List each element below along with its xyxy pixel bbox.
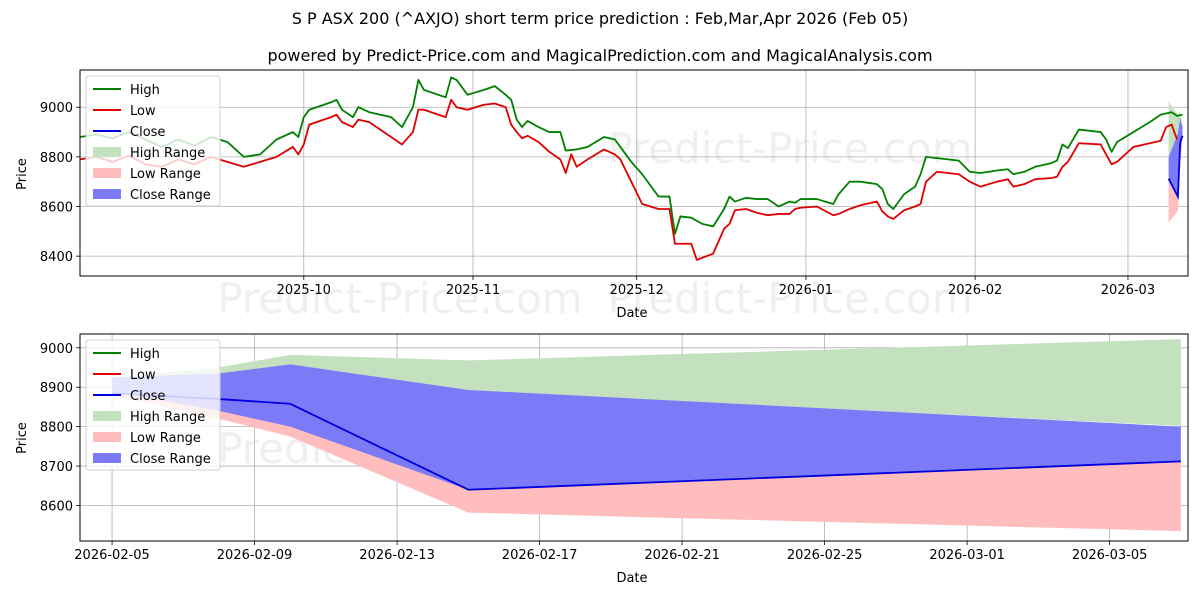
x-tick-label: 2026-03: [1101, 283, 1155, 298]
watermark: Predict-Price.com: [607, 124, 972, 173]
grid: [80, 70, 1188, 276]
x-tick-label: 2026-02-17: [502, 548, 578, 563]
legend-label-low: Low: [130, 104, 156, 119]
close-line: [1167, 135, 1184, 200]
prediction-chart: Predict-Price.com Predict-Price.com 2026…: [15, 333, 1189, 586]
y-tick-label: 8600: [40, 500, 73, 515]
y-tick-label: 8400: [40, 250, 73, 265]
chart-title: S P ASX 200 (^AXJO) short term price pre…: [291, 9, 909, 28]
legend-swatch-high-range: [93, 147, 121, 157]
low-range-band: [1168, 130, 1183, 223]
close-range-band: [1168, 117, 1183, 197]
chart-subtitle: powered by Predict-Price.com and Magical…: [267, 46, 933, 65]
x-tick-label: 2026-03-01: [929, 548, 1005, 563]
low-range-band: [112, 385, 1181, 532]
legend-label-high-range: High Range: [130, 146, 205, 161]
high-line: [80, 76, 1183, 235]
x-tick-label: 2026-02-13: [359, 548, 435, 563]
legend-label-close: Close: [130, 125, 165, 140]
x-axis-label: Date: [616, 306, 647, 321]
series-lines: [80, 76, 1184, 261]
x-tick-label: 2026-02-25: [787, 548, 863, 563]
legend-swatch-high-range: [93, 411, 121, 421]
x-tick-label: 2025-12: [610, 283, 664, 298]
legend-label-high: High: [130, 83, 160, 98]
x-tick-label: 2026-02-21: [644, 548, 720, 563]
watermark: Predict-Price.com: [217, 124, 582, 173]
legend-label-close: Close: [130, 389, 165, 404]
legend-label-low: Low: [130, 368, 156, 383]
legend-swatch-low-range: [93, 432, 121, 442]
y-axis-label: Price: [15, 158, 30, 190]
legend-label-low-range: Low Range: [130, 431, 201, 446]
legend-label-close-range: Close Range: [130, 452, 211, 467]
x-axis: 2025-10 2025-11 2025-12 2026-01 2026-02 2026-…: [277, 276, 1155, 298]
y-tick-label: 8900: [40, 381, 73, 396]
y-axis: 8400 8600 8800 9000: [40, 101, 80, 265]
range-fills: [112, 339, 1181, 532]
plot-frame: [79, 69, 1189, 277]
legend-label-high: High: [130, 347, 160, 362]
y-tick-label: 8800: [40, 151, 73, 166]
range-fills: [1168, 101, 1183, 223]
legend-swatch-low-range: [93, 168, 121, 178]
historical-chart: Predict-Price.com Predict-Price.com Pred…: [15, 69, 1189, 323]
watermark: Predict-Price.com: [607, 274, 972, 323]
high-range-band: [112, 339, 1181, 426]
x-tick-label: 2025-10: [277, 283, 331, 298]
x-tick-label: 2026-01: [779, 283, 833, 298]
legend: High Low Close High Range Low Range Close Ran…: [85, 75, 221, 207]
watermark: Predict-Price.com: [217, 274, 582, 323]
x-tick-label: 2026-02-09: [217, 548, 293, 563]
x-tick-label: 2026-02: [948, 283, 1002, 298]
low-line: [80, 98, 1178, 261]
legend: High Low Close High Range Low Range Close Ran…: [85, 339, 221, 471]
y-tick-label: 8800: [40, 421, 73, 436]
legend-label-low-range: Low Range: [130, 167, 201, 182]
y-tick-label: 8600: [40, 201, 73, 216]
legend-swatch-close-range: [93, 189, 121, 199]
y-axis-label: Price: [15, 422, 30, 454]
x-tick-label: 2026-02-05: [74, 548, 150, 563]
y-tick-label: 9000: [40, 342, 73, 357]
y-tick-label: 9000: [40, 101, 73, 116]
legend-swatch-close-range: [93, 453, 121, 463]
legend-label-high-range: High Range: [130, 410, 205, 425]
close-range-band: [112, 364, 1181, 490]
x-tick-label: 2026-03-05: [1072, 548, 1148, 563]
x-tick-label: 2025-11: [446, 283, 500, 298]
x-axis-label: Date: [616, 571, 647, 586]
y-tick-label: 8700: [40, 460, 73, 475]
y-axis: 8600 8700 8800 8900 9000: [40, 342, 80, 515]
legend-label-close-range: Close Range: [130, 188, 211, 203]
x-axis: 2026-02-05 2026-02-09 2026-02-13 2026-02-17…: [74, 541, 1147, 563]
plot-frame: [79, 333, 1189, 542]
